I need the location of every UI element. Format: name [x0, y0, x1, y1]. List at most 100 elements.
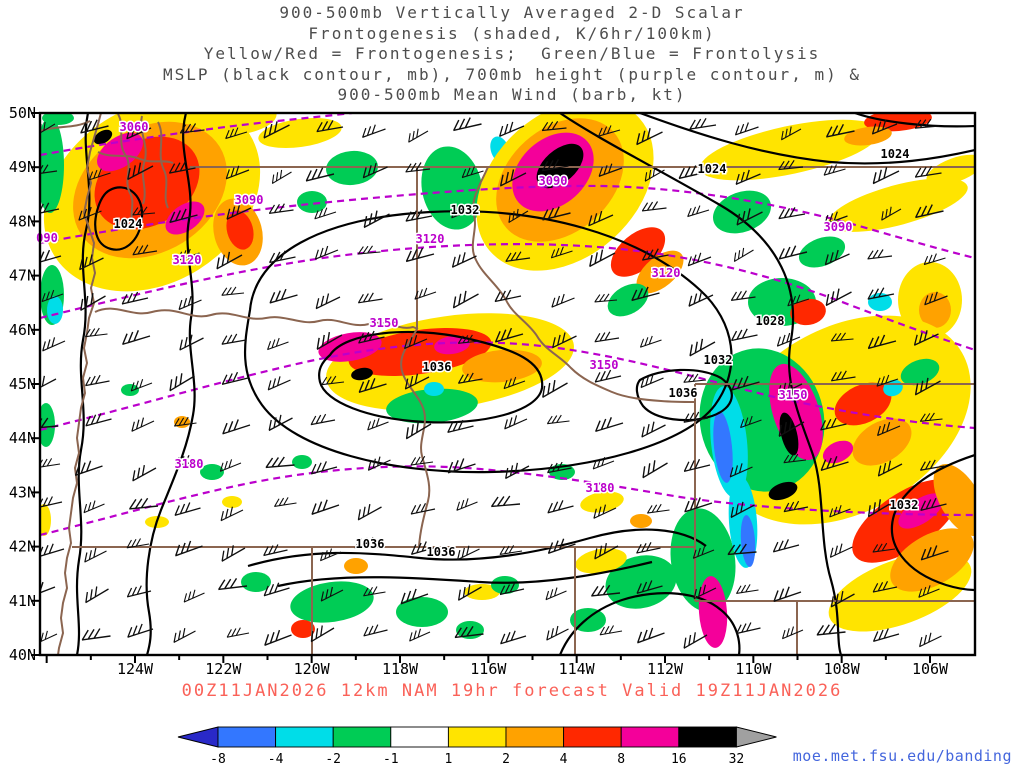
contour-label: 3060: [120, 120, 149, 134]
contour-label: 1036: [669, 386, 698, 400]
lat-axis-label: 47N: [9, 267, 36, 285]
height-contour-line: [41, 114, 353, 156]
contour-label: 3150: [370, 316, 399, 330]
contour-label: 1028: [756, 314, 785, 328]
colorbar-tick-label: 8: [617, 752, 625, 767]
frontogenesis-blob: [41, 403, 55, 447]
contour-label: 3090: [235, 193, 264, 207]
frontogenesis-blob: [636, 250, 684, 294]
height-contours-700mb: [41, 114, 974, 536]
axis-ticks: [31, 112, 932, 663]
title-line-4: MSLP (black contour, mb), 700mb height (…: [163, 64, 861, 84]
mslp-contour-line: [854, 114, 974, 128]
lat-axis-label: 45N: [9, 375, 36, 393]
colorbar-segment: [563, 726, 622, 748]
colorbar-tick-label: 32: [729, 752, 745, 767]
contour-label: 3180: [586, 481, 615, 495]
frontogenesis-blob: [713, 411, 733, 483]
frontogenesis-blob: [852, 418, 912, 466]
lat-axis-label: 46N: [9, 321, 36, 339]
contour-label: 3090: [824, 220, 853, 234]
title-line-1: 900-500mb Vertically Averaged 2-D Scalar: [279, 3, 745, 22]
contour-label: 3120: [652, 266, 681, 280]
frontogenesis-blob: [575, 548, 627, 574]
state-border-line: [140, 115, 147, 205]
contour-label: 1036: [423, 360, 452, 374]
lon-axis-label: 112W: [647, 660, 684, 678]
contour-label: 3090: [539, 174, 568, 188]
contour-label: 1032: [890, 498, 919, 512]
frontogenesis-blob: [121, 384, 139, 396]
colorbar-tick-label: 16: [671, 752, 687, 767]
title-line-2: Frontogenesis (shaded, K/6hr/100km): [308, 23, 716, 43]
height-contour-line: [41, 184, 974, 259]
frontogenesis-blob: [292, 455, 312, 469]
frontogenesis-blob: [47, 296, 63, 324]
frontogenesis-blob: [93, 129, 113, 145]
mslp-contour-line: [75, 114, 91, 654]
lat-axis-label: 43N: [9, 483, 36, 501]
contour-label: 3120: [416, 232, 445, 246]
colorbar-segment: [447, 726, 507, 748]
frontogenesis-blob: [226, 210, 254, 250]
mslp-contour-line: [639, 114, 974, 165]
contour-label: 1036: [356, 537, 385, 551]
contour-label: 1032: [704, 353, 733, 367]
frontogenesis-blob: [740, 515, 756, 567]
contour-label: 1032: [451, 203, 480, 217]
state-border-line: [157, 121, 169, 209]
frontogenesis-blob: [790, 298, 826, 326]
state-border-line: [471, 166, 696, 403]
map-frame: [38, 111, 977, 657]
latitude-labels: 50N 49N 48N 47N 46N 45N 44N 43N 42N 41N 40N: [9, 104, 36, 664]
colorbar-segment: [678, 726, 737, 748]
frontogenesis-blob: [828, 178, 968, 232]
lon-axis-label: 108W: [824, 660, 861, 678]
state-border-line: [117, 114, 135, 227]
mslp-contour-line: [243, 210, 733, 474]
frontogenesis-blob: [241, 572, 271, 592]
contour-label: 1036: [427, 545, 456, 559]
frontogenesis-blob: [97, 132, 143, 172]
frontogenesis-blob: [630, 514, 652, 528]
state-border-line: [57, 114, 102, 654]
lat-axis-label: 44N: [9, 429, 36, 447]
lon-axis-label: 120W: [294, 660, 331, 678]
frontogenesis-blob: [933, 463, 974, 537]
state-border-line: [94, 307, 419, 330]
frontogenesis-blob: [291, 620, 315, 638]
contour-labels: 1024 1024 1024 1028 1032 1032 1032 1036 1036 1036…: [35, 119, 920, 561]
state-border-line: [400, 328, 431, 548]
frontogenesis-blob: [200, 464, 224, 480]
colorbar-segment: [332, 726, 392, 748]
longitude-labels: 124W 122W 120W 118W 116W 114W 112W 110W 108W 106W: [117, 660, 949, 678]
colorbar-segment: [505, 726, 565, 748]
height-contour-line: [41, 243, 974, 351]
lon-axis-label: 114W: [559, 660, 596, 678]
mslp-contour-line: [890, 454, 974, 592]
mslp-contour-line: [559, 114, 842, 654]
contour-label: 3150: [590, 358, 619, 372]
state-border-line: [97, 151, 174, 164]
frontogenesis-blob: [464, 584, 500, 600]
lat-axis-label: 41N: [9, 592, 36, 610]
frontogenesis-blob: [462, 349, 542, 383]
colorbar-segment: [275, 726, 334, 748]
contour-label: 3180: [175, 457, 204, 471]
map-title-block: 900-500mb Vertically Averaged 2-D Scalar…: [0, 3, 1024, 106]
frontogenesis-blob: [424, 382, 444, 396]
lat-axis-label: 48N: [9, 212, 36, 230]
mslp-contour-line: [247, 528, 707, 568]
colorbar-segment: [620, 726, 680, 748]
lat-axis-label: 42N: [9, 538, 36, 556]
colorbar-tick-label: -2: [325, 752, 341, 767]
frontogenesis-blob: [890, 528, 974, 592]
credit-url: moe.met.fsu.edu/banding: [792, 747, 1012, 765]
mslp-contour-line: [318, 330, 544, 424]
frontogenesis-blob: [344, 558, 368, 574]
colorbar-tick-label: 4: [560, 752, 568, 767]
lon-axis-label: 122W: [205, 660, 242, 678]
frontogenesis-blob: [41, 504, 51, 536]
